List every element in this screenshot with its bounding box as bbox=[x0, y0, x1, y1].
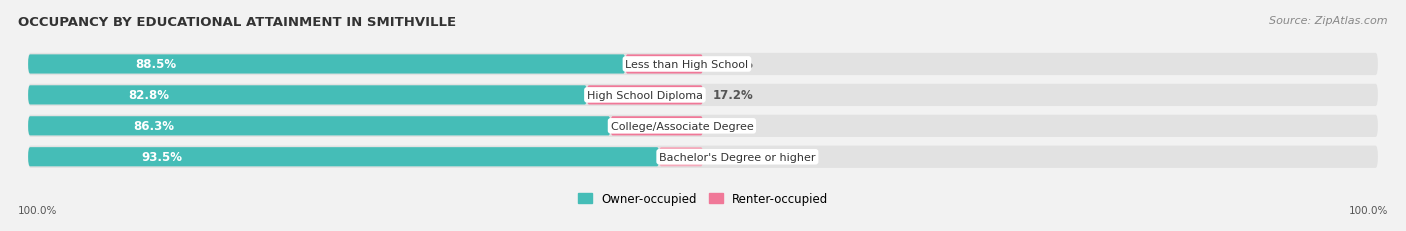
FancyBboxPatch shape bbox=[28, 115, 1378, 137]
Text: College/Associate Degree: College/Associate Degree bbox=[610, 121, 754, 131]
Text: 88.5%: 88.5% bbox=[135, 58, 177, 71]
Text: OCCUPANCY BY EDUCATIONAL ATTAINMENT IN SMITHVILLE: OCCUPANCY BY EDUCATIONAL ATTAINMENT IN S… bbox=[18, 16, 457, 29]
FancyBboxPatch shape bbox=[28, 148, 659, 167]
Text: 100.0%: 100.0% bbox=[1348, 205, 1388, 215]
FancyBboxPatch shape bbox=[28, 86, 586, 105]
Text: 100.0%: 100.0% bbox=[18, 205, 58, 215]
Text: Source: ZipAtlas.com: Source: ZipAtlas.com bbox=[1270, 16, 1388, 26]
FancyBboxPatch shape bbox=[610, 117, 703, 136]
Text: 11.5%: 11.5% bbox=[713, 58, 754, 71]
Text: 82.8%: 82.8% bbox=[129, 89, 170, 102]
FancyBboxPatch shape bbox=[28, 146, 1378, 168]
FancyBboxPatch shape bbox=[626, 55, 703, 74]
FancyBboxPatch shape bbox=[28, 84, 1378, 106]
Text: High School Diploma: High School Diploma bbox=[586, 91, 703, 100]
Text: Less than High School: Less than High School bbox=[626, 60, 748, 70]
FancyBboxPatch shape bbox=[586, 86, 703, 105]
FancyBboxPatch shape bbox=[28, 117, 610, 136]
FancyBboxPatch shape bbox=[28, 55, 626, 74]
Legend: Owner-occupied, Renter-occupied: Owner-occupied, Renter-occupied bbox=[578, 192, 828, 205]
Text: 13.7%: 13.7% bbox=[713, 120, 754, 133]
FancyBboxPatch shape bbox=[28, 54, 1378, 76]
FancyBboxPatch shape bbox=[659, 148, 703, 167]
Text: 6.5%: 6.5% bbox=[713, 151, 747, 164]
Text: 93.5%: 93.5% bbox=[142, 151, 183, 164]
Text: 17.2%: 17.2% bbox=[713, 89, 754, 102]
Text: 86.3%: 86.3% bbox=[134, 120, 174, 133]
Text: Bachelor's Degree or higher: Bachelor's Degree or higher bbox=[659, 152, 815, 162]
